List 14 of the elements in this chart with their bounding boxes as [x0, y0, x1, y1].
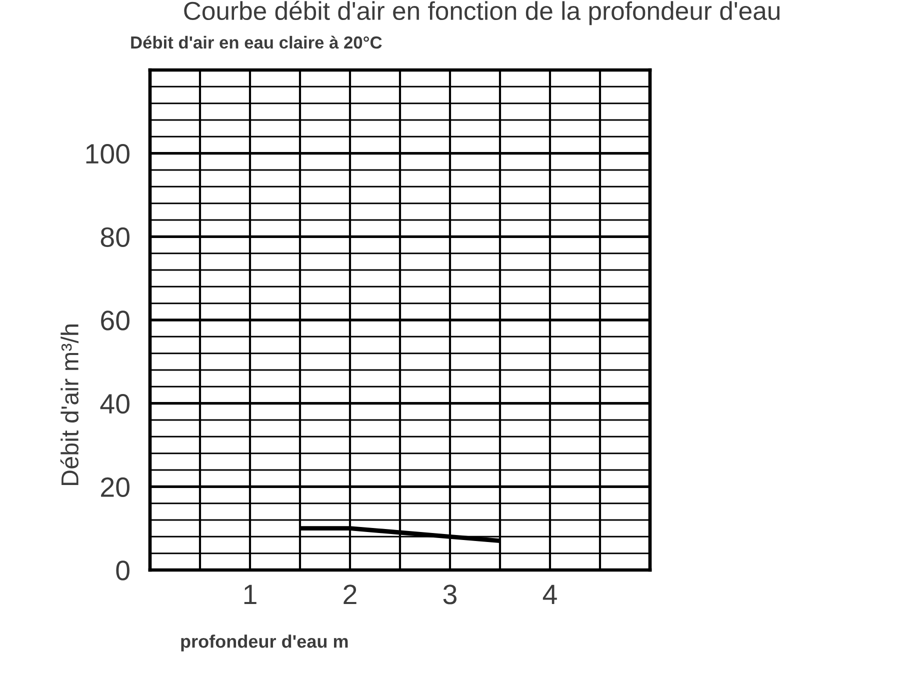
x-tick-label: 1 [244, 584, 256, 604]
chart-title: Courbe débit d'air en fonction de la profondeur d'eau [184, 0, 780, 26]
x-tick-label: 2 [344, 584, 356, 604]
y-tick-label: 100 [86, 144, 130, 164]
y-tick-label: 80 [100, 227, 130, 248]
chart-subtitle: Débit d'air en eau claire à 20°C [131, 36, 382, 49]
y-tick-label: 40 [100, 394, 130, 414]
y-tick-label: 0 [116, 560, 130, 580]
x-tick-label: 4 [542, 584, 557, 604]
y-axis-title: Débit d'air m³/h [60, 324, 79, 486]
x-tick-label: 3 [443, 584, 457, 604]
x-axis-title: profondeur d'eau m [181, 634, 348, 652]
y-tick-label: 20 [101, 477, 130, 498]
y-tick-label: 60 [101, 310, 130, 330]
